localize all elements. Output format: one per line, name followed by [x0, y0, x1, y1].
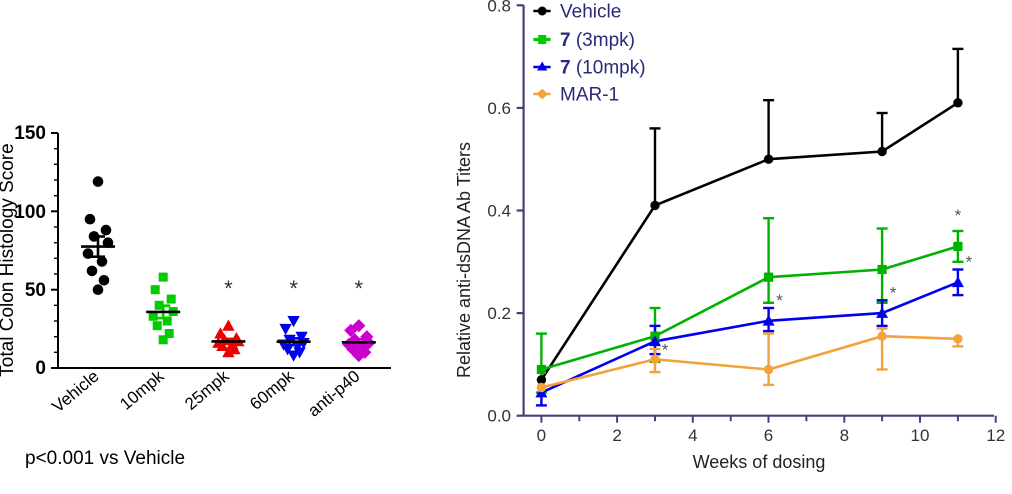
svg-text:7 (10mpk): 7 (10mpk): [560, 58, 646, 79]
svg-text:*: *: [355, 276, 364, 301]
svg-text:Total Colon Histology Score: Total Colon Histology Score: [0, 143, 18, 376]
svg-text:25mpk: 25mpk: [181, 366, 233, 414]
svg-text:*: *: [955, 206, 962, 225]
svg-text:0.8: 0.8: [487, 0, 511, 15]
svg-text:*: *: [966, 253, 973, 272]
svg-text:8: 8: [840, 426, 849, 445]
svg-text:*: *: [289, 276, 298, 301]
svg-text:4: 4: [688, 426, 697, 445]
svg-text:6: 6: [764, 426, 773, 445]
svg-text:2: 2: [612, 426, 621, 445]
svg-text:10mpk: 10mpk: [116, 366, 168, 414]
svg-text:0.6: 0.6: [487, 99, 511, 118]
svg-text:150: 150: [14, 123, 46, 144]
svg-text:0.0: 0.0: [487, 407, 511, 426]
svg-text:0.2: 0.2: [487, 304, 511, 323]
svg-text:50: 50: [25, 280, 46, 301]
svg-text:60mpk: 60mpk: [246, 366, 298, 414]
svg-text:*: *: [776, 291, 783, 310]
svg-text:anti-p40: anti-p40: [304, 367, 363, 421]
svg-text:7 (3mpk): 7 (3mpk): [560, 30, 635, 51]
svg-text:0: 0: [35, 358, 46, 379]
svg-text:100: 100: [14, 202, 46, 223]
svg-text:p<0.001 vs Vehicle: p<0.001 vs Vehicle: [25, 448, 185, 469]
svg-text:Vehicle: Vehicle: [48, 367, 102, 417]
svg-text:MAR-1: MAR-1: [560, 85, 619, 106]
svg-text:Relative anti-dsDNA Ab Titers: Relative anti-dsDNA Ab Titers: [454, 142, 474, 378]
svg-text:0: 0: [537, 426, 546, 445]
svg-text:Weeks of dosing: Weeks of dosing: [693, 452, 826, 472]
svg-text:*: *: [662, 340, 669, 359]
svg-text:12: 12: [986, 426, 1005, 445]
svg-text:10: 10: [911, 426, 930, 445]
svg-text:0.4: 0.4: [487, 202, 511, 221]
svg-text:*: *: [890, 283, 897, 302]
svg-text:Vehicle: Vehicle: [560, 2, 621, 23]
svg-text:*: *: [224, 276, 233, 301]
